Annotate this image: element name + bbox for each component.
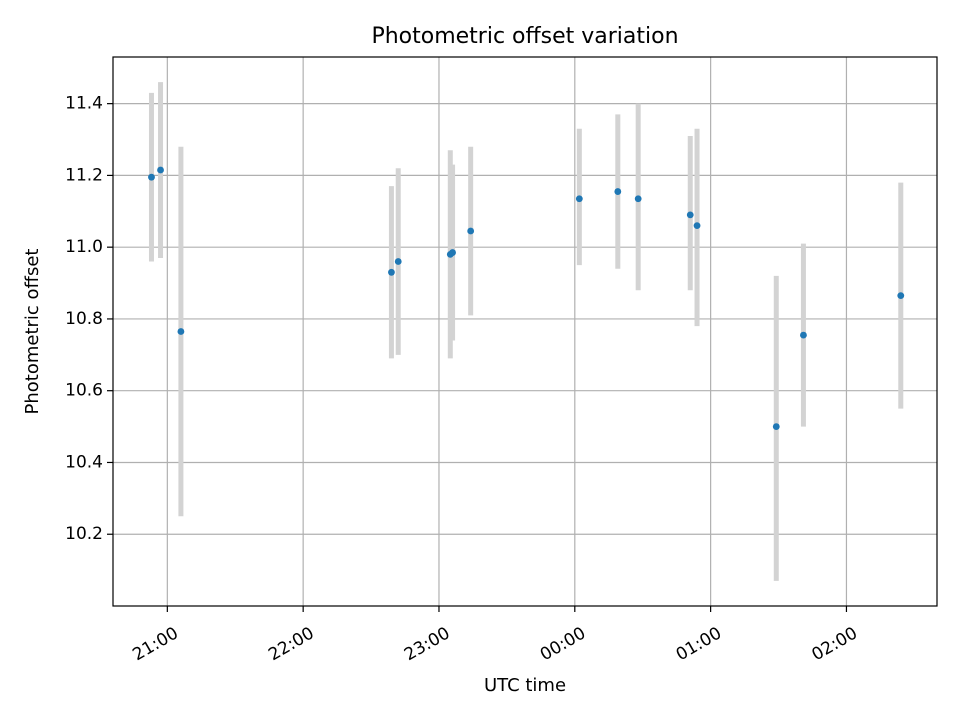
data-point <box>388 268 395 276</box>
plot-area-frame <box>112 56 938 607</box>
data-point <box>634 195 642 203</box>
y-tick-label: 10.2 <box>65 524 103 544</box>
axis-ticks <box>107 103 848 612</box>
data-point <box>467 227 475 235</box>
data-point <box>394 258 402 265</box>
data-point <box>177 328 185 335</box>
data-point <box>800 331 807 339</box>
y-tick-label: 11.2 <box>65 165 103 185</box>
y-tick-label: 11.4 <box>65 94 103 114</box>
y-axis-label: Photometric offset <box>22 249 43 415</box>
data-point <box>772 423 780 430</box>
data-point <box>575 195 583 203</box>
y-tick-label: 11.0 <box>65 237 103 257</box>
data-point <box>157 166 164 174</box>
data-point <box>148 173 155 181</box>
data-points <box>148 166 905 430</box>
chart-title: Photometric offset variation <box>371 24 678 49</box>
data-point <box>897 292 905 300</box>
x-axis-label: UTC time <box>484 675 566 696</box>
y-tick-label: 10.8 <box>65 309 103 329</box>
data-point <box>614 188 622 195</box>
y-tick-label: 10.4 <box>65 452 103 472</box>
y-tick-label: 10.6 <box>65 381 103 401</box>
data-point <box>686 211 694 219</box>
data-point <box>693 222 701 230</box>
grid-lines <box>113 57 937 606</box>
data-point <box>449 249 456 256</box>
